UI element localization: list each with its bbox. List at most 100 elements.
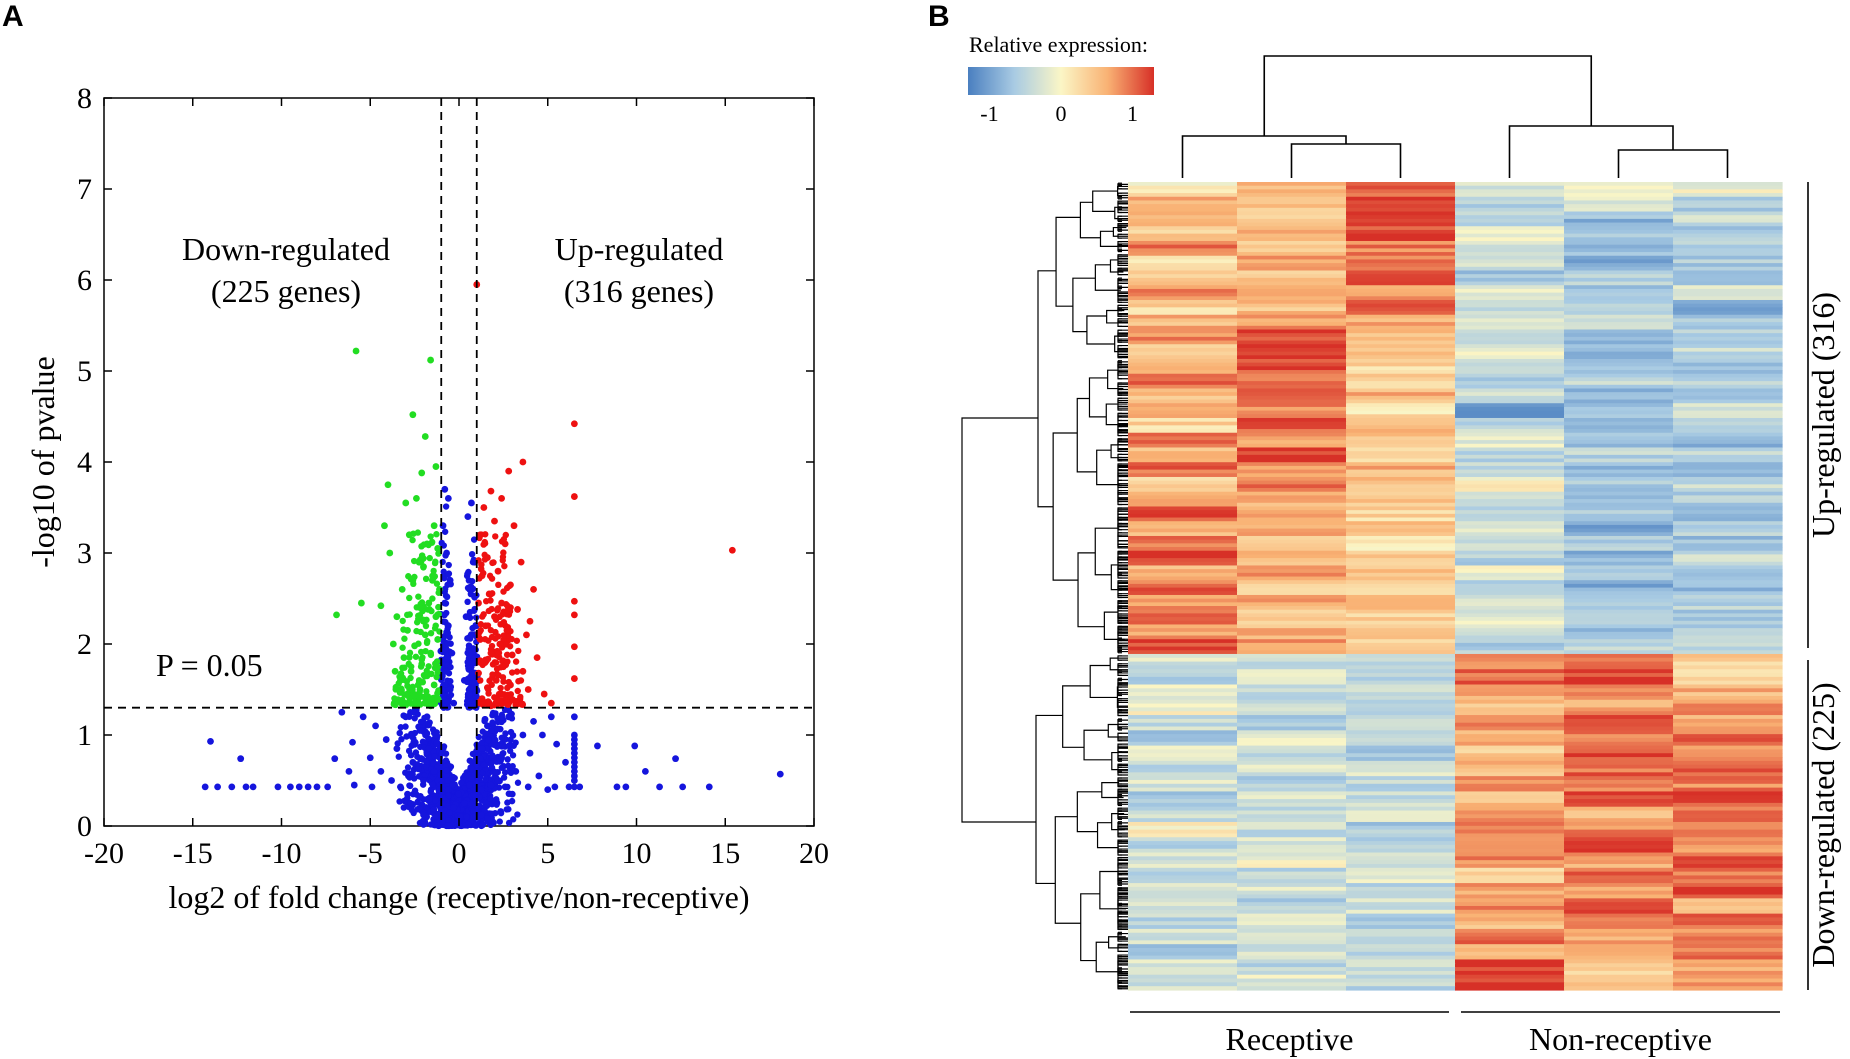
heatmap-cell (1455, 561, 1565, 567)
volcano-point-not-significant (431, 753, 438, 760)
row-dendrogram-branch (1117, 892, 1135, 898)
volcano-point-not-significant (468, 578, 476, 585)
row-dendrogram-branch (1117, 954, 1137, 959)
heatmap-cell (1564, 207, 1674, 213)
heatmap-cell (1128, 572, 1238, 578)
row-dendrogram-branch (1076, 791, 1102, 833)
heatmap-cell (1564, 883, 1674, 888)
heatmap-cell (1128, 669, 1238, 674)
heatmap-cell (1346, 432, 1456, 438)
volcano-point-not-significant (491, 736, 498, 743)
heatmap-cell (1128, 333, 1238, 338)
heatmap-cell (1237, 925, 1347, 930)
heatmap-cell (1564, 366, 1674, 371)
row-dendrogram-branch (1103, 611, 1125, 640)
volcano-point-up (488, 633, 496, 641)
heatmap-cell (1455, 362, 1565, 367)
heatmap-cell (1346, 734, 1456, 739)
heatmap-cell (1455, 285, 1565, 290)
volcano-point-not-significant (508, 790, 516, 798)
volcano-point-not-significant (470, 536, 478, 543)
heatmap-cell (1455, 447, 1565, 452)
colorbar-tick-label: 0 (1056, 101, 1067, 126)
row-dendrogram-branch (1117, 972, 1137, 977)
heatmap-cell (1237, 783, 1347, 789)
volcano-point-up (503, 651, 511, 658)
heatmap-cell (1673, 703, 1783, 709)
heatmap-cell (1673, 925, 1783, 930)
heatmap-cell (1128, 384, 1238, 390)
row-dendrogram-branch (1117, 709, 1137, 713)
volcano-point-not-significant (504, 799, 511, 806)
heatmap-cell (1128, 510, 1238, 515)
heatmap-cell (1673, 783, 1783, 789)
row-dendrogram-branch (1076, 397, 1097, 473)
heatmap-cell (1346, 661, 1456, 667)
heatmap-cell (1564, 218, 1674, 224)
heatmap-cell (1564, 469, 1674, 474)
heatmap-cell (1128, 871, 1238, 877)
heatmap-cell (1237, 699, 1347, 705)
heatmap-cell (1128, 226, 1238, 231)
heatmap-cell (1346, 399, 1456, 404)
heatmap-cell (1564, 602, 1674, 607)
heatmap-cell (1673, 569, 1783, 574)
heatmap-cell (1564, 692, 1674, 697)
volcano-point-down (401, 635, 408, 642)
heatmap-cell (1237, 547, 1347, 552)
volcano-point-not-significant (494, 777, 502, 784)
heatmap-cell (1128, 443, 1238, 449)
volcano-point-not-significant (404, 790, 411, 798)
heatmap-cell (1237, 510, 1347, 515)
row-dendrogram-branch (1077, 552, 1105, 628)
volcano-point-down-regulated (416, 686, 424, 693)
heatmap-cell (1564, 248, 1674, 253)
heatmap-cell (1128, 628, 1238, 633)
heatmap-cell (1346, 833, 1456, 838)
volcano-point-down-regulated (409, 576, 417, 584)
heatmap-cell (1346, 329, 1456, 334)
heatmap-cell (1564, 381, 1674, 386)
heatmap-cell (1564, 594, 1674, 600)
down-regulated-count: (225 genes) (211, 273, 361, 309)
heatmap-cell (1237, 745, 1347, 751)
heatmap-cell (1237, 967, 1347, 972)
volcano-point-not-significant (420, 777, 427, 784)
heatmap-cell (1455, 303, 1565, 308)
heatmap-cell (1237, 528, 1347, 533)
heatmap-cell (1237, 259, 1347, 264)
heatmap-cell (1455, 624, 1565, 629)
heatmap-cell (1237, 543, 1347, 548)
heatmap-cell (1564, 932, 1674, 938)
row-dendrogram-branch (1094, 264, 1121, 291)
heatmap-cell (1455, 932, 1565, 938)
heatmap-cell (1673, 631, 1783, 637)
heatmap-cell (1564, 488, 1674, 493)
heatmap-cell (1237, 388, 1347, 393)
volcano-point-not-significant (404, 764, 412, 771)
heatmap-cell (1564, 718, 1674, 724)
heatmap-cell (1346, 757, 1456, 762)
heatmap-cell (1673, 440, 1783, 445)
heatmap-cell (1346, 384, 1456, 390)
heatmap-cell (1455, 417, 1565, 423)
heatmap-cell (1455, 476, 1565, 482)
heatmap-cell (1237, 189, 1347, 194)
volcano-point-not-significant (553, 740, 561, 748)
heatmap-cell (1237, 833, 1347, 838)
heatmap-cell (1455, 963, 1565, 968)
x-tick-label: 0 (452, 837, 467, 870)
heatmap-cell (1128, 517, 1238, 522)
heatmap-cell (1673, 818, 1783, 823)
volcano-point-down (435, 603, 442, 611)
heatmap-cell (1564, 986, 1674, 991)
volcano-point-up (518, 701, 526, 708)
heatmap-cell (1564, 947, 1674, 953)
heatmap-cell (1455, 528, 1565, 533)
heatmap-cell (1128, 565, 1238, 570)
heatmap-cell (1346, 314, 1456, 320)
heatmap-cell (1128, 737, 1238, 743)
heatmap-cell (1128, 499, 1238, 504)
heatmap-cell (1237, 955, 1347, 961)
heatmap-cell (1237, 473, 1347, 478)
